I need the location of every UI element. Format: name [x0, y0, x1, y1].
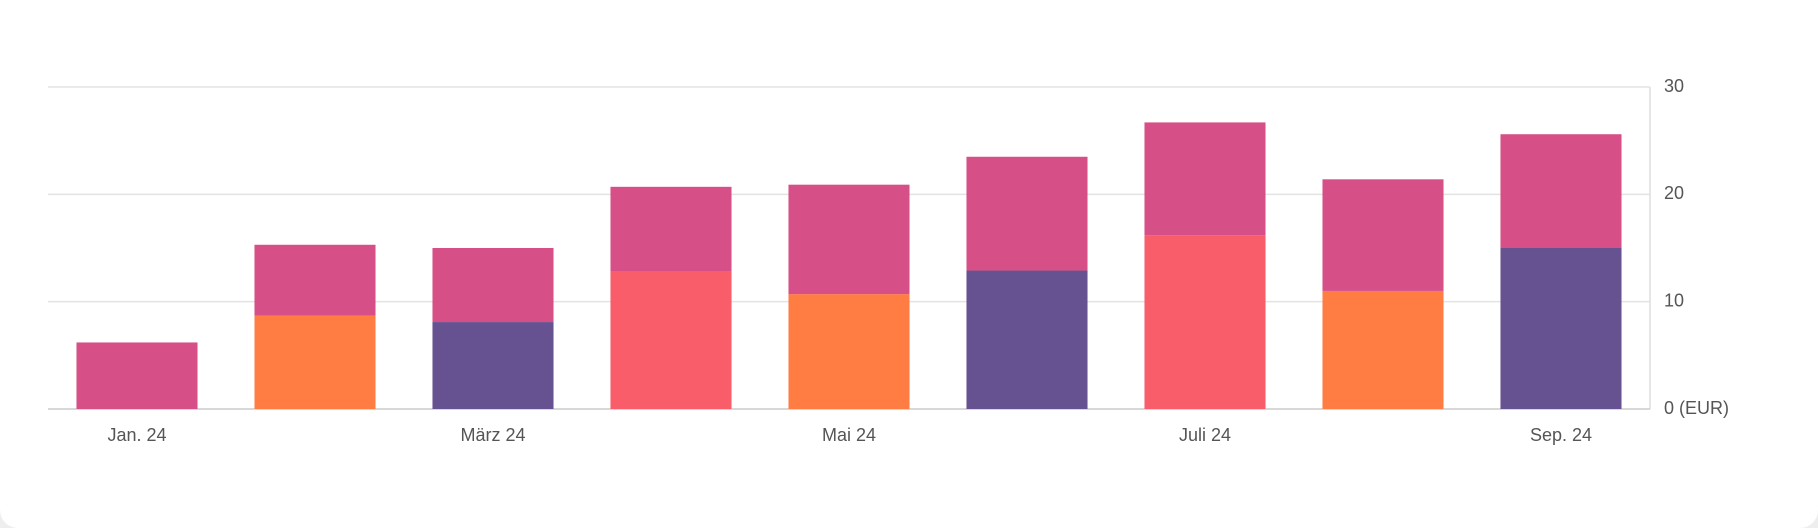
- bar-segment: [788, 294, 910, 409]
- bar-segment: [432, 322, 554, 409]
- bar-segment: [1322, 290, 1444, 409]
- x-tick-label: März 24: [460, 425, 525, 445]
- bar-segment: [76, 342, 198, 409]
- bar-segment: [788, 184, 910, 295]
- x-tick-label: Sep. 24: [1530, 425, 1592, 445]
- bar-segment: [610, 186, 732, 272]
- bar-segment: [432, 248, 554, 323]
- bar-segment: [1322, 179, 1444, 291]
- y-tick-label: 30: [1664, 76, 1684, 96]
- bar-segment: [1500, 248, 1622, 409]
- y-tick-label: 0 (EUR): [1664, 398, 1729, 418]
- x-tick-label: Juli 24: [1179, 425, 1231, 445]
- bar-segment: [966, 270, 1088, 409]
- x-tick-label: Jan. 24: [107, 425, 166, 445]
- bar-segment: [1500, 134, 1622, 248]
- x-tick-label: Mai 24: [822, 425, 876, 445]
- bar-segment: [966, 156, 1088, 271]
- bar-segment: [1144, 235, 1266, 409]
- y-tick-label: 20: [1664, 183, 1684, 203]
- bar-segment: [1144, 122, 1266, 236]
- bar-segment: [254, 244, 376, 316]
- bar-segment: [610, 271, 732, 409]
- bar-segment: [254, 315, 376, 409]
- y-tick-label: 10: [1664, 290, 1684, 310]
